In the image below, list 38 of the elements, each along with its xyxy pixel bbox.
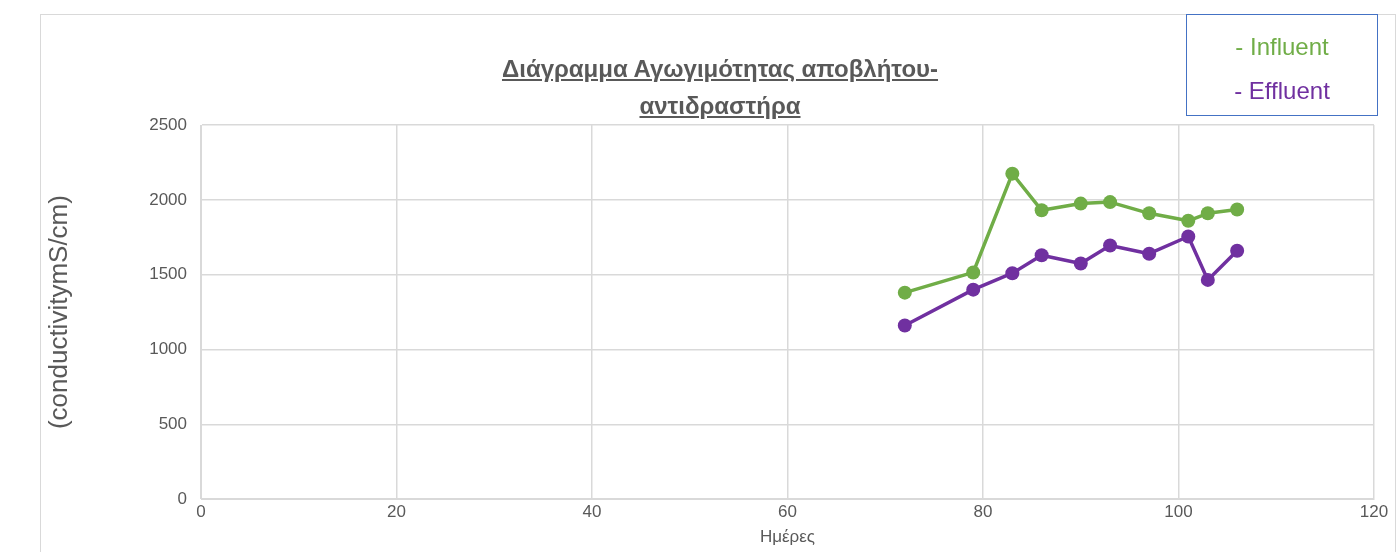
y-tick-label: 2000	[149, 189, 188, 209]
x-tick-label: 60	[778, 502, 797, 522]
x-tick-label: 40	[582, 502, 602, 522]
point	[1005, 166, 1020, 181]
point	[1103, 195, 1118, 210]
x-tick-label: 80	[973, 502, 993, 522]
y-axis-title: (conductivitymS/cm)	[42, 195, 73, 430]
x-tick-label: 0	[196, 502, 206, 522]
y-tick-label: 2500	[149, 114, 188, 134]
point	[1142, 206, 1157, 221]
x-tick-label: 120	[1359, 502, 1389, 522]
chart-title: Διάγραμμα Αγωγιμότητας αποβλήτου-αντιδραστήρα	[501, 54, 939, 121]
point	[1200, 272, 1215, 287]
point	[897, 318, 912, 333]
text: - Influent	[1234, 32, 1330, 62]
point	[1103, 238, 1118, 253]
point	[1181, 213, 1196, 228]
point	[1142, 246, 1157, 261]
point	[1034, 203, 1049, 218]
point	[1034, 248, 1049, 263]
point	[1181, 229, 1196, 244]
point	[897, 285, 912, 300]
x-tick-label: 100	[1164, 502, 1193, 522]
y-tick-label: 500	[158, 414, 188, 434]
point	[1230, 202, 1245, 217]
point	[1073, 196, 1088, 211]
y-tick-label: 1000	[149, 339, 188, 359]
point	[1230, 243, 1245, 258]
point	[1200, 206, 1215, 221]
text: - Effluent	[1233, 76, 1331, 106]
y-tick-label: 0	[177, 488, 188, 508]
point	[1005, 266, 1020, 281]
x-axis-title: Ημέρες	[759, 527, 816, 547]
point	[1073, 256, 1088, 271]
x-tick-label: 20	[387, 502, 406, 522]
point	[966, 282, 981, 297]
y-tick-label: 1500	[149, 264, 188, 284]
point	[966, 265, 981, 280]
